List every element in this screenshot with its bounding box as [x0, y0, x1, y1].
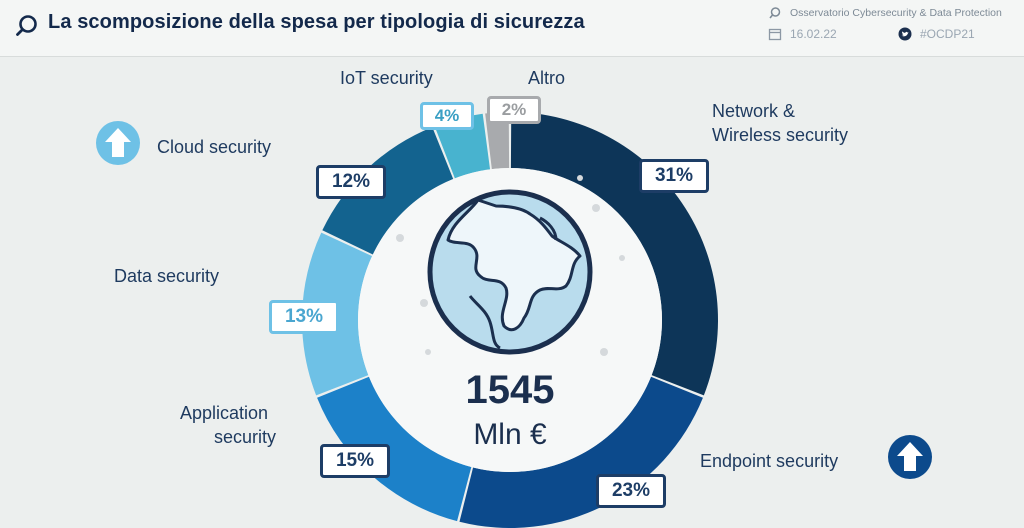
label-data: Data security: [114, 266, 220, 286]
meta-organization: Osservatorio Cybersecurity & Data Protec…: [768, 6, 1002, 20]
meta-hashtag: #OCDP21: [898, 27, 975, 41]
donut-slice-endpoint-security: [459, 376, 703, 528]
calendar-icon: [768, 28, 782, 41]
label-iot: IoT security: [340, 68, 433, 88]
donut-slice-cloud-security: [322, 127, 454, 255]
header-bar: La scomposizione della spesa per tipolog…: [0, 0, 1024, 57]
decorative-dots: [396, 175, 625, 356]
globe-icon: [427, 189, 593, 355]
total-unit: Mln €: [473, 418, 547, 451]
label-cloud: Cloud security: [157, 137, 272, 157]
donut-slice-altro: [485, 112, 510, 170]
search-icon: [769, 7, 781, 19]
percent-badge-iot: 4%: [420, 102, 474, 130]
percent-badge-altro: 2%: [487, 96, 541, 124]
donut-chart: [302, 112, 718, 528]
arrow-up-icon: [888, 435, 932, 479]
total-value: 1545: [465, 368, 555, 412]
percent-badge-data: 13%: [269, 300, 339, 334]
twitter-icon: [898, 27, 912, 41]
donut-slice-application-security: [317, 376, 472, 522]
search-icon: [16, 15, 37, 36]
hashtag: #OCDP21: [920, 27, 975, 41]
label-network-line2: Wireless security: [712, 125, 849, 145]
percent-badge-network: 31%: [639, 159, 709, 193]
percent-badge-endpoint: 23%: [596, 474, 666, 508]
meta-date: 16.02.22: [768, 27, 837, 41]
page-title: La scomposizione della spesa per tipolog…: [48, 11, 585, 33]
organization-name: Osservatorio Cybersecurity & Data Protec…: [790, 7, 1002, 19]
percent-badge-application: 15%: [320, 444, 390, 478]
percent-badge-cloud: 12%: [316, 165, 386, 199]
arrow-up-icon: [96, 121, 140, 165]
label-endpoint: Endpoint security: [700, 451, 839, 471]
label-network-line1: Network &: [712, 101, 796, 121]
label-altro: Altro: [528, 68, 566, 88]
label-application-line2: security: [214, 427, 277, 447]
label-application-line1: Application: [180, 403, 269, 423]
event-date: 16.02.22: [790, 27, 837, 41]
